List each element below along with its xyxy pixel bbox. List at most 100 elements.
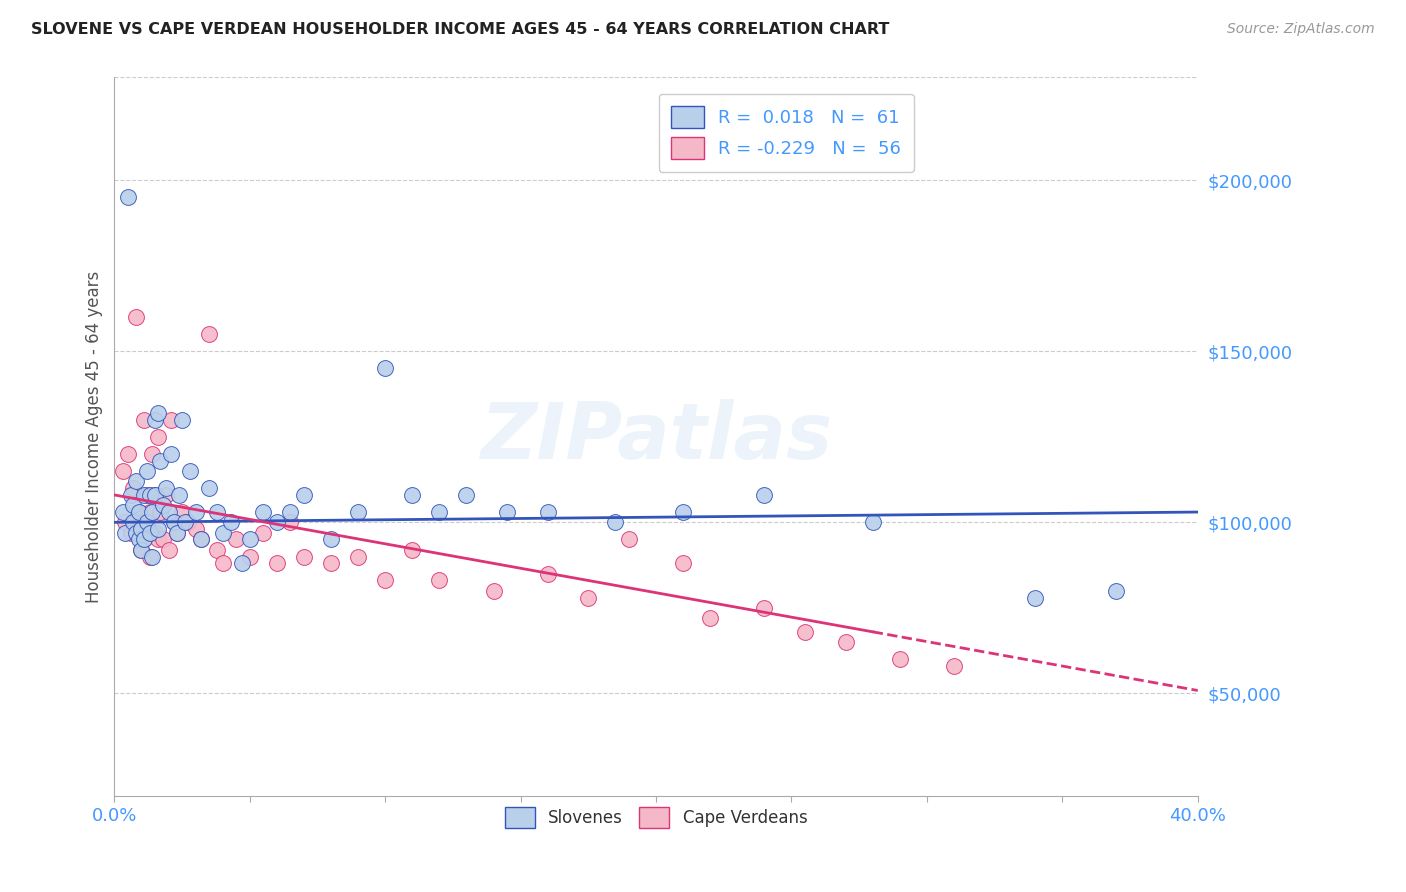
Point [135, 525, 157, 540]
Point [122, 498, 145, 512]
Point [149, 454, 172, 468]
Point [862, 516, 884, 530]
Point [134, 533, 156, 547]
Point [117, 447, 139, 461]
Point [401, 542, 423, 557]
Point [163, 516, 186, 530]
Point [122, 516, 145, 530]
Point [280, 516, 302, 530]
Point [207, 505, 229, 519]
Point [280, 505, 302, 519]
Point [160, 447, 183, 461]
Point [111, 464, 134, 478]
Point [172, 505, 194, 519]
Point [172, 412, 194, 426]
Point [672, 557, 695, 571]
Point [157, 505, 180, 519]
Point [198, 481, 221, 495]
Point [456, 488, 478, 502]
Text: Source: ZipAtlas.com: Source: ZipAtlas.com [1227, 22, 1375, 37]
Point [211, 557, 233, 571]
Text: ZIPatlas: ZIPatlas [479, 399, 832, 475]
Point [120, 488, 142, 502]
Point [138, 505, 160, 519]
Point [138, 525, 160, 540]
Point [135, 516, 157, 530]
Point [190, 533, 212, 547]
Point [166, 525, 188, 540]
Point [211, 525, 233, 540]
Point [219, 516, 242, 530]
Point [374, 574, 396, 588]
Point [231, 557, 253, 571]
Point [125, 310, 148, 324]
Point [319, 557, 342, 571]
Point [252, 505, 274, 519]
Point [125, 525, 148, 540]
Point [496, 505, 519, 519]
Point [374, 361, 396, 376]
Point [207, 542, 229, 557]
Point [754, 488, 776, 502]
Point [155, 488, 177, 502]
Point [117, 190, 139, 204]
Point [176, 516, 198, 530]
Point [198, 327, 221, 342]
Point [401, 488, 423, 502]
Point [131, 542, 153, 557]
Point [134, 412, 156, 426]
Point [128, 505, 150, 519]
Point [160, 412, 183, 426]
Point [146, 522, 169, 536]
Point [179, 464, 201, 478]
Point [943, 659, 966, 673]
Point [672, 505, 695, 519]
Point [225, 533, 247, 547]
Point [141, 549, 163, 564]
Point [252, 525, 274, 540]
Point [143, 525, 166, 540]
Point [143, 488, 166, 502]
Point [141, 447, 163, 461]
Point [794, 624, 817, 639]
Point [889, 652, 911, 666]
Point [146, 533, 169, 547]
Point [319, 533, 342, 547]
Point [143, 412, 166, 426]
Point [125, 475, 148, 489]
Point [120, 525, 142, 540]
Point [114, 525, 136, 540]
Point [143, 488, 166, 502]
Point [292, 488, 315, 502]
Point [537, 505, 560, 519]
Point [239, 533, 262, 547]
Point [834, 635, 856, 649]
Point [173, 516, 195, 530]
Point [138, 488, 160, 502]
Point [134, 533, 156, 547]
Point [131, 516, 153, 530]
Point [146, 430, 169, 444]
Point [152, 533, 174, 547]
Point [128, 533, 150, 547]
Y-axis label: Householder Income Ages 45 - 64 years: Householder Income Ages 45 - 64 years [86, 270, 103, 603]
Point [169, 488, 191, 502]
Point [146, 406, 169, 420]
Point [266, 516, 288, 530]
Point [184, 522, 207, 536]
Point [347, 549, 370, 564]
Point [135, 488, 157, 502]
Point [537, 566, 560, 581]
Point [149, 505, 172, 519]
Point [1024, 591, 1046, 605]
Point [266, 557, 288, 571]
Text: SLOVENE VS CAPE VERDEAN HOUSEHOLDER INCOME AGES 45 - 64 YEARS CORRELATION CHART: SLOVENE VS CAPE VERDEAN HOUSEHOLDER INCO… [31, 22, 890, 37]
Point [131, 542, 153, 557]
Point [131, 522, 153, 536]
Point [152, 498, 174, 512]
Point [128, 505, 150, 519]
Point [605, 516, 627, 530]
Point [429, 505, 451, 519]
Point [163, 516, 186, 530]
Point [239, 549, 262, 564]
